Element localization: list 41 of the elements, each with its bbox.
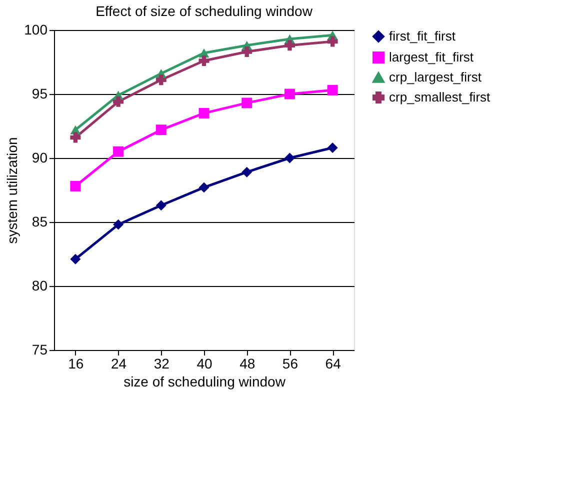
y-tick-label: 85	[32, 214, 48, 230]
y-axis-title: system utilization	[4, 137, 20, 244]
point	[198, 108, 210, 118]
legend-label: crp_smallest_first	[389, 90, 491, 104]
point	[113, 146, 124, 157]
y-tick-label: 90	[32, 150, 48, 166]
point	[198, 182, 210, 193]
x-tick-label: 40	[196, 356, 212, 372]
y-tick-label: 95	[32, 86, 48, 102]
point	[327, 84, 338, 96]
point	[284, 88, 295, 100]
point	[156, 200, 166, 211]
point	[113, 219, 124, 230]
point	[70, 132, 81, 143]
y-tick-label: 100	[24, 22, 48, 38]
legend-label: first_fit_first	[389, 28, 456, 44]
point	[327, 36, 338, 47]
x-tick-label: 32	[154, 356, 170, 372]
x-axis-title: size of scheduling window	[124, 374, 286, 390]
x-tick-label: 24	[110, 356, 127, 372]
y-tick-label: 75	[32, 342, 48, 358]
point	[284, 152, 295, 164]
x-tick-label: 16	[68, 356, 84, 372]
x-tick-label: 64	[325, 356, 342, 372]
point	[156, 124, 166, 136]
point	[242, 46, 252, 58]
x-tick-label: 56	[282, 356, 298, 372]
point	[70, 180, 81, 192]
point	[70, 254, 81, 264]
chart-title: Effect of size of scheduling window	[96, 3, 314, 19]
point	[156, 74, 166, 86]
legend-label: crp_largest_first	[389, 70, 482, 84]
point	[284, 40, 295, 51]
x-tick-label: 48	[240, 356, 256, 372]
point	[327, 142, 338, 154]
legend-label: largest_fit_first	[389, 50, 474, 64]
point	[242, 98, 252, 108]
point	[242, 166, 252, 178]
point	[113, 96, 124, 107]
y-tick-label: 80	[32, 278, 48, 294]
point	[198, 55, 210, 66]
